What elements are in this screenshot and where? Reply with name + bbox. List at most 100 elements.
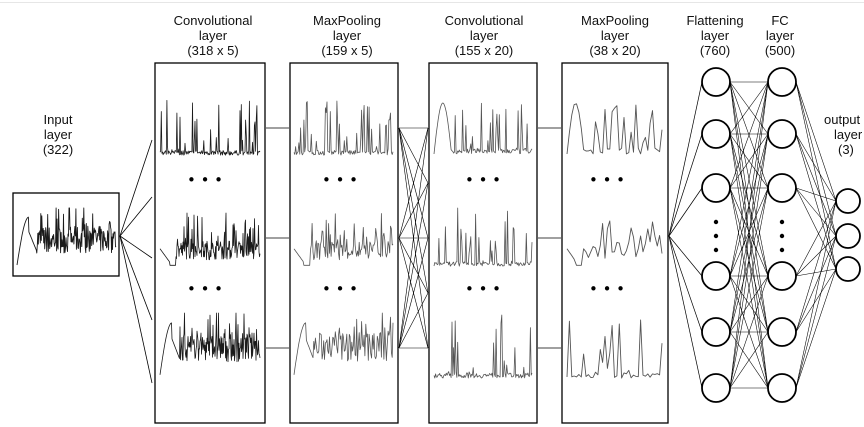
pool1-signal-mid (293, 213, 394, 266)
fc-to-output-line (795, 133, 837, 237)
flatten-neuron (701, 67, 731, 97)
input-label-line-1: Input (43, 112, 73, 127)
flatten-to-fc-line (729, 81, 769, 333)
input-signal-plot (16, 207, 117, 266)
flatten-neuron (701, 261, 731, 291)
pool1-to-conv2-line (398, 182, 429, 239)
pool2-to-flatten-line (668, 235, 703, 333)
fc-to-output-line (795, 187, 837, 202)
flatten-to-fc-line (729, 331, 769, 389)
flatten-to-fc-line (729, 133, 769, 389)
output-label-line-2: layer (834, 127, 863, 142)
pool2-signal-mid (566, 220, 663, 266)
flatten-to-fc-line (729, 81, 769, 189)
neuron-nodes (701, 67, 861, 403)
fc-to-output-line (795, 133, 837, 202)
conv1-label-line-3: (318 x 5) (187, 43, 239, 58)
pool2-label-line-1: MaxPooling (581, 13, 649, 28)
pool2-label-line-2: layer (600, 28, 630, 43)
pool2-to-flatten-line (668, 133, 703, 237)
fc-label-line-3: (500) (764, 43, 796, 58)
conv1-signal-top (159, 100, 261, 156)
output-label-line-3: (3) (838, 142, 854, 157)
conv2-label-line-2: layer (469, 28, 499, 43)
vertical-ellipsis-dot (779, 233, 785, 239)
conv2-signal-mid (433, 207, 533, 267)
flatten-label-line-2: layer (700, 28, 730, 43)
pool1-label-line-1: MaxPooling (313, 13, 381, 28)
input-to-conv1-line (119, 235, 153, 259)
pool2-to-flatten-line (668, 235, 703, 277)
fc-to-output-line (795, 133, 837, 270)
flatten-to-fc-line (729, 275, 769, 333)
signal-plots (16, 100, 663, 379)
fc-to-output-line (795, 81, 837, 237)
vertical-ellipsis-dot (713, 219, 719, 225)
conv2-label-line-1: Convolutional (444, 13, 524, 28)
conv1-signal-mid (159, 212, 261, 266)
ellipsis-dots: • • • (322, 280, 358, 298)
fc-to-output-line (795, 200, 837, 277)
fc-neuron (767, 261, 797, 291)
output-neuron (835, 188, 861, 214)
flatten-to-fc-line (729, 275, 769, 389)
conv2-layer-label: Convolutional layer (155 x 20) (429, 13, 539, 58)
conv2-signal-bottom (433, 314, 533, 379)
fc-to-output-line (795, 235, 837, 333)
conv2-signal-top (433, 102, 533, 155)
pool1-signal-top (293, 100, 394, 156)
ellipsis-dots: • • • (589, 171, 625, 189)
output-layer-label: output layer (3) (824, 112, 864, 157)
pool1-to-conv2-line (398, 127, 429, 349)
fc-to-output-line (795, 268, 837, 333)
fc-label-line-2: layer (765, 28, 795, 43)
fc-to-output-line (795, 200, 837, 333)
fc-to-output-line (795, 200, 837, 389)
flatten-neuron (701, 119, 731, 149)
pool1-label-line-2: layer (332, 28, 362, 43)
fc-to-output-line (795, 187, 837, 237)
vertical-ellipsis-dot (779, 219, 785, 225)
fc-neuron (767, 373, 797, 403)
flatten-neuron (701, 373, 731, 403)
ellipsis-dots: • • • (187, 280, 223, 298)
flatten-to-fc-line (729, 81, 769, 389)
pool1-signal-bottom (293, 312, 394, 375)
input-layer-label: Input layer (322) (28, 112, 88, 157)
input-label-line-3: (322) (42, 142, 74, 157)
pool1-layer-label: MaxPooling layer (159 x 5) (293, 13, 401, 58)
input-to-conv1-line (119, 235, 153, 321)
flatten-layer-label: Flattening layer (760) (678, 13, 752, 58)
fc-label-line-1: FC (771, 13, 789, 28)
fc-to-output-line (795, 187, 837, 270)
pool1-to-conv2-line (398, 292, 429, 349)
pool2-layer-label: MaxPooling layer (38 x 20) (562, 13, 668, 58)
conv2-label-line-3: (155 x 20) (454, 43, 514, 58)
fc-to-output-line (795, 235, 837, 277)
fc-layer-label: FC layer (500) (752, 13, 808, 58)
conv1-layer-box (154, 62, 266, 424)
input-layer-box (12, 192, 120, 277)
input-to-conv1-line (119, 196, 153, 237)
pool2-to-flatten-line (668, 187, 703, 237)
fc-neuron (767, 67, 797, 97)
fc-to-output-line (795, 268, 837, 277)
input-to-conv1-line (119, 139, 153, 237)
ellipsis-dots: • • • (465, 171, 501, 189)
pool1-to-conv2-line (398, 127, 429, 184)
fc-to-output-line (795, 81, 837, 202)
ellipsis-dots: • • • (322, 171, 358, 189)
output-neuron (835, 223, 861, 249)
fc-neuron (767, 173, 797, 203)
output-neuron (835, 256, 861, 282)
flatten-to-fc-line (729, 81, 769, 135)
pool2-signal-bottom (566, 319, 663, 379)
flatten-to-fc-line (729, 133, 769, 277)
conv1-signal-bottom (159, 312, 261, 375)
pool1-layer-box (289, 62, 399, 424)
input-to-conv1-line (119, 235, 153, 384)
pool2-label-line-3: (38 x 20) (589, 43, 641, 58)
pool1-to-conv2-line (398, 127, 429, 239)
flatten-neuron (701, 317, 731, 347)
